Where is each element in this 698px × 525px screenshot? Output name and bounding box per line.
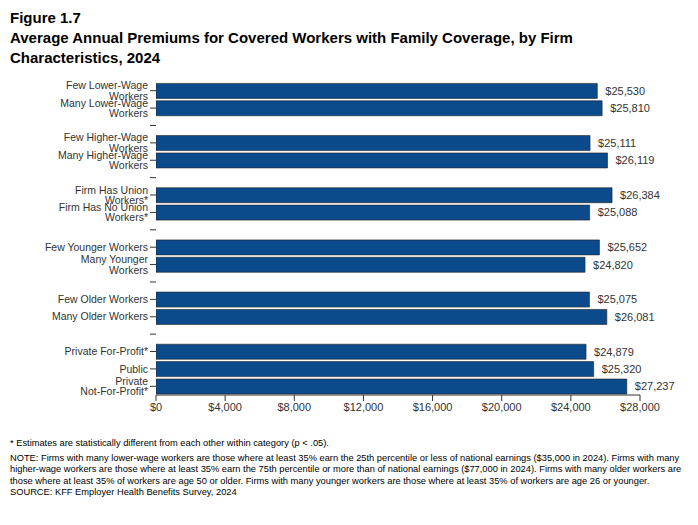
svg-text:$25,320: $25,320 — [602, 363, 642, 375]
svg-text:Firm Has No UnionWorkers*: Firm Has No UnionWorkers* — [59, 201, 148, 224]
svg-text:$20,000: $20,000 — [482, 401, 522, 413]
svg-text:$27,237: $27,237 — [635, 380, 675, 392]
svg-text:$26,384: $26,384 — [620, 189, 660, 201]
svg-text:$24,879: $24,879 — [594, 346, 634, 358]
svg-text:Private For-Profit*: Private For-Profit* — [65, 345, 148, 357]
svg-text:Public: Public — [119, 363, 148, 375]
svg-text:$25,530: $25,530 — [605, 85, 645, 97]
svg-text:Many Older Workers: Many Older Workers — [52, 310, 148, 322]
svg-text:Few Younger Workers: Few Younger Workers — [45, 241, 148, 253]
svg-text:$25,075: $25,075 — [597, 293, 637, 305]
svg-text:Many Lower-WageWorkers: Many Lower-WageWorkers — [60, 97, 148, 120]
svg-text:Many Higher-WageWorkers: Many Higher-WageWorkers — [58, 149, 148, 172]
svg-text:$26,119: $26,119 — [615, 154, 654, 166]
svg-text:$26,081: $26,081 — [615, 311, 655, 323]
svg-text:$25,810: $25,810 — [610, 102, 650, 114]
svg-text:$25,088: $25,088 — [598, 206, 638, 218]
svg-text:$12,000: $12,000 — [344, 401, 384, 413]
svg-text:Few Older Workers: Few Older Workers — [58, 293, 148, 305]
svg-text:$28,000: $28,000 — [620, 401, 660, 413]
svg-text:$0: $0 — [150, 401, 162, 413]
svg-text:PrivateNot-For-Profit*: PrivateNot-For-Profit* — [80, 375, 148, 398]
svg-text:$8,000: $8,000 — [277, 401, 311, 413]
svg-text:Many YoungerWorkers: Many YoungerWorkers — [81, 253, 149, 276]
svg-text:$25,111: $25,111 — [598, 137, 636, 149]
svg-text:$16,000: $16,000 — [413, 401, 453, 413]
svg-text:$25,652: $25,652 — [607, 241, 647, 253]
svg-text:$24,820: $24,820 — [593, 259, 633, 271]
svg-text:$4,000: $4,000 — [208, 401, 242, 413]
svg-text:$24,000: $24,000 — [551, 401, 591, 413]
